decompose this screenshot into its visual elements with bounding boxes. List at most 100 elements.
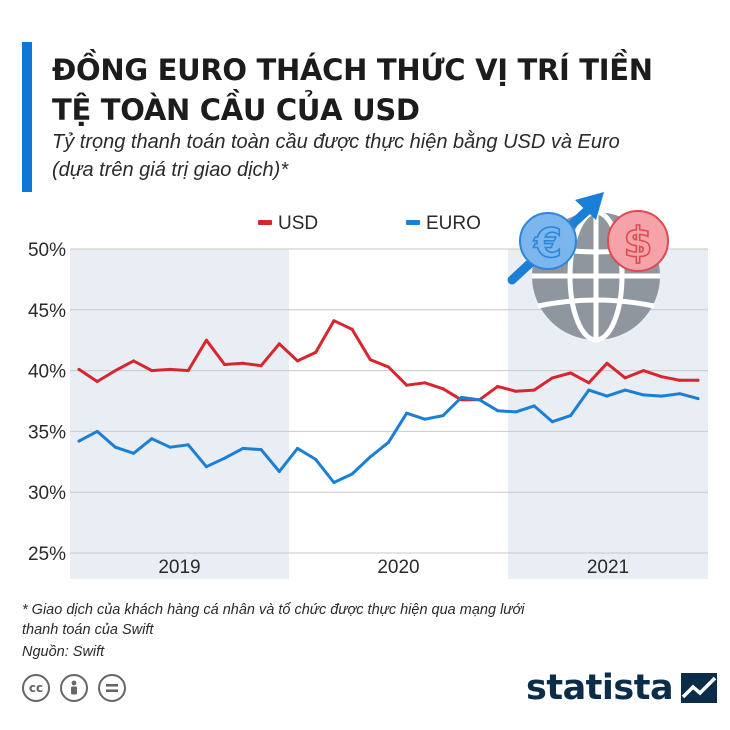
x-axis-year-labels: 2019 2020 2021 [158, 557, 629, 578]
point-euro-6 [186, 443, 190, 447]
point-usd-23 [496, 384, 500, 388]
point-euro-31 [641, 393, 645, 397]
point-euro-14 [332, 481, 336, 484]
point-euro-7 [204, 465, 208, 469]
y-tick-label-25: 25% [28, 544, 66, 565]
point-usd-11 [277, 342, 281, 346]
point-euro-9 [241, 446, 245, 450]
point-euro-24 [514, 410, 518, 414]
legend: USD EURO [258, 213, 481, 234]
accent-bar [22, 42, 32, 192]
data-lines [77, 319, 700, 484]
nd-icon[interactable] [98, 674, 126, 702]
point-euro-32 [660, 394, 664, 398]
point-euro-10 [259, 448, 263, 452]
svg-text:€: € [533, 221, 562, 267]
point-euro-26 [550, 420, 554, 424]
point-usd-27 [569, 371, 573, 375]
chart-subtitle: Tỷ trọng thanh toán toàn cầu được thực h… [52, 131, 620, 181]
point-euro-28 [587, 388, 591, 392]
point-usd-20 [441, 387, 445, 391]
point-usd-31 [641, 369, 645, 373]
point-euro-29 [605, 394, 609, 398]
point-usd-17 [387, 365, 390, 369]
point-usd-3 [132, 359, 136, 363]
point-usd-0 [77, 367, 81, 371]
statista-logo[interactable]: statista [526, 668, 718, 708]
source-note: Nguồn: Swift [22, 644, 105, 660]
statista-logo-icon [681, 673, 718, 703]
point-usd-7 [204, 338, 208, 342]
point-usd-25 [532, 388, 536, 392]
point-usd-14 [332, 319, 336, 323]
point-euro-34 [696, 397, 700, 401]
y-tick-label-45: 45% [28, 301, 66, 322]
point-euro-3 [132, 451, 136, 455]
legend-usd-swatch [258, 220, 272, 225]
point-usd-24 [514, 389, 518, 393]
point-euro-8 [223, 456, 227, 460]
legend-usd-label: USD [278, 213, 318, 234]
point-euro-2 [113, 445, 117, 449]
point-euro-12 [296, 446, 299, 450]
point-euro-5 [168, 445, 172, 449]
y-tick-label-50: 50% [28, 240, 66, 261]
y-axis-labels: 25% 30% 35% 40% 45% 50% [28, 240, 66, 565]
point-euro-18 [405, 411, 409, 415]
point-euro-17 [387, 440, 390, 444]
point-euro-11 [277, 470, 281, 473]
point-euro-33 [678, 392, 682, 396]
point-euro-19 [423, 417, 427, 421]
by-icon[interactable] [60, 674, 88, 702]
x-year-label-2021: 2021 [587, 557, 629, 578]
point-usd-10 [259, 364, 263, 368]
point-usd-33 [678, 378, 682, 382]
point-euro-30 [623, 388, 627, 392]
point-usd-28 [587, 381, 591, 385]
shade-band-2019 [70, 249, 289, 579]
point-usd-29 [605, 361, 609, 365]
point-euro-21 [459, 395, 463, 399]
point-euro-0 [77, 439, 81, 443]
point-usd-13 [314, 350, 318, 354]
globe-currency-icon: € $ [507, 192, 669, 343]
point-usd-5 [168, 367, 172, 371]
svg-text:$: $ [623, 218, 652, 267]
point-euro-4 [150, 437, 154, 441]
x-year-label-2019: 2019 [158, 557, 200, 578]
point-euro-16 [368, 455, 372, 459]
brand-name: statista [526, 668, 674, 708]
point-usd-32 [660, 375, 664, 379]
point-usd-15 [350, 327, 354, 331]
point-usd-12 [296, 359, 299, 363]
point-euro-13 [314, 457, 318, 461]
point-usd-19 [423, 381, 427, 385]
point-usd-34 [696, 378, 700, 382]
point-usd-6 [186, 369, 190, 373]
point-usd-18 [405, 383, 409, 387]
x-year-label-2020: 2020 [377, 557, 419, 578]
point-usd-8 [223, 363, 227, 366]
line-chart: 25% 30% 35% 40% 45% 50% 2019 2020 2021 USD EURO… [28, 192, 708, 579]
point-euro-27 [569, 414, 573, 418]
cc-icon[interactable]: cc [22, 674, 50, 702]
point-usd-9 [241, 361, 245, 365]
y-tick-label-40: 40% [28, 362, 66, 383]
point-euro-23 [496, 409, 500, 413]
point-usd-2 [113, 369, 117, 373]
point-euro-20 [441, 414, 445, 418]
point-euro-22 [478, 398, 481, 402]
point-usd-16 [368, 358, 372, 362]
chart-title: ĐỒNG EURO THÁCH THỨC VỊ TRÍ TIỀN TỆ TOÀN… [52, 53, 653, 127]
point-euro-1 [95, 429, 99, 433]
y-tick-label-35: 35% [28, 422, 66, 443]
y-tick-label-30: 30% [28, 483, 66, 504]
point-euro-25 [532, 404, 536, 408]
legend-euro-label: EURO [426, 213, 481, 234]
point-usd-4 [150, 369, 154, 373]
footnote: * Giao dịch của khách hàng cá nhân và tổ… [22, 602, 525, 638]
point-usd-1 [95, 380, 99, 383]
point-usd-26 [550, 376, 554, 380]
point-euro-15 [350, 472, 354, 476]
license-icons: cc [22, 674, 126, 702]
